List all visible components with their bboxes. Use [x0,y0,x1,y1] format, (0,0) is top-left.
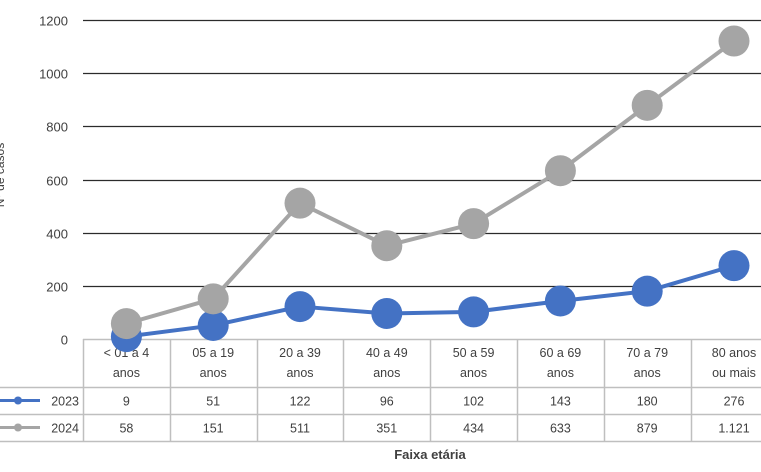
y-tick-label: 800 [46,120,68,135]
data-table: < 01 a 4 anos 05 a 19 anos 20 a 39 anos 40 a 4… [0,338,761,443]
table-cell-value: 143 [550,395,571,409]
table-cell-value: 180 [637,395,658,409]
y-tick-label: 600 [46,174,68,189]
category-label: anos [113,366,140,380]
data-point-marker [371,230,403,262]
data-point-marker [284,291,316,323]
x-axis-title: Faixa etária [394,447,466,462]
data-point-marker [544,155,576,187]
table-cell-value: 1.121 [718,422,749,436]
y-axis-title: Nº de casos [0,143,7,207]
table-cell-value: 511 [290,422,310,436]
category-label: anos [373,366,400,380]
data-point-marker [631,275,663,307]
data-point-marker [197,283,229,315]
table-cell-value: 51 [206,395,220,409]
data-point-marker [197,309,229,341]
y-tick-label: 0 [61,333,68,348]
table-cell-value: 633 [550,422,571,436]
table-cell-value: 879 [637,422,658,436]
table-cell-value: 9 [123,395,130,409]
data-point-marker [631,89,663,121]
y-axis-ticks: 0 200 400 600 800 1000 1200 [39,14,68,348]
data-point-marker [284,187,316,219]
legend-key-marker [14,423,22,432]
y-axis-label: Nº de casos [0,143,7,207]
y-tick-label: 400 [46,227,68,242]
series-2024 [110,25,750,340]
data-point-marker [110,308,142,340]
category-label: anos [547,366,574,380]
category-label: anos [460,366,487,380]
data-point-marker [544,285,576,317]
table-cell-value: 276 [724,395,745,409]
data-point-marker [718,250,750,282]
category-label: 05 a 19 [192,346,234,360]
y-tick-label: 1000 [39,67,68,82]
category-label: ou mais [712,366,756,380]
data-point-marker [458,296,490,328]
category-label: 50 a 59 [453,346,495,360]
table-cell-value: 122 [290,395,311,409]
data-point-marker [718,25,750,57]
table-cell-value: 434 [463,422,484,436]
table-cell-value: 351 [376,422,397,436]
category-label: 70 a 79 [626,346,668,360]
table-cell-value: 151 [203,422,224,436]
data-point-marker [371,297,403,329]
legend-label: 2023 [51,395,79,409]
series-line [125,39,736,326]
category-label: 80 anos [712,346,756,360]
legend-key-marker [14,396,22,405]
y-tick-label: 1200 [39,14,68,29]
category-label: anos [634,366,661,380]
category-label: 20 a 39 [279,346,321,360]
category-label: < 01 a 4 [104,346,150,360]
y-tick-label: 200 [46,280,68,295]
category-label: anos [286,366,313,380]
table-cell-value: 58 [119,422,133,436]
category-label: 60 a 69 [540,346,582,360]
data-point-marker [458,208,490,240]
table-cell-value: 96 [380,395,394,409]
series-lines [110,25,750,353]
legend-label: 2024 [51,422,79,436]
gridlines [83,19,761,288]
category-label: 40 a 49 [366,346,408,360]
table-cell-value: 102 [463,395,484,409]
category-label: anos [200,366,227,380]
